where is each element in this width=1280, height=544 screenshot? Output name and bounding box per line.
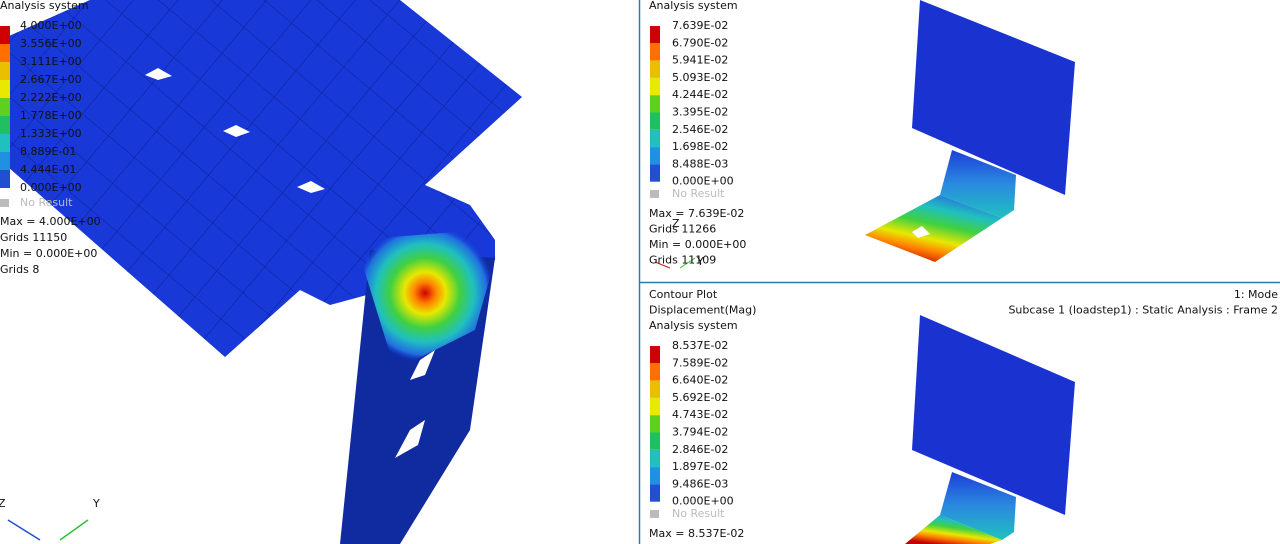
- legend-label: 7.589E-02: [672, 356, 728, 369]
- legend-label: 1.778E+00: [20, 109, 82, 122]
- legend-swatch: [650, 164, 660, 182]
- no-result-swatch: [0, 199, 9, 207]
- legend-label: 2.222E+00: [20, 91, 82, 104]
- stat-line: Max = 8.537E-02: [649, 527, 744, 540]
- stat-line: Grids 11150: [0, 231, 67, 244]
- legend-label: 4.743E-02: [672, 408, 728, 421]
- legend-swatch: [0, 98, 10, 116]
- legend-label: 0.000E+00: [672, 495, 734, 508]
- legend-label: 3.794E-02: [672, 426, 728, 439]
- legend-label: 3.111E+00: [20, 55, 82, 68]
- legend-label: 7.639E-02: [672, 19, 728, 32]
- legend-swatch: [650, 147, 660, 165]
- header-line: Analysis system: [649, 319, 738, 332]
- stat-line: Grids 8: [0, 263, 39, 276]
- legend-label: 1.698E-02: [672, 140, 728, 153]
- legend-swatch: [0, 116, 10, 134]
- legend-label: 2.846E-02: [672, 443, 728, 456]
- model-top-right: [654, 0, 1075, 269]
- legend-swatch: [650, 380, 660, 398]
- no-result-label: No Result: [672, 507, 725, 520]
- model-bottom-right: [905, 315, 1075, 544]
- legend-swatch: [650, 363, 660, 381]
- legend-label: 4.244E-02: [672, 88, 728, 101]
- info-line: 1: Mode: [1234, 288, 1278, 301]
- legend-label: 9.486E-03: [672, 477, 728, 490]
- info-line: Subcase 1 (loadstep1) : Static Analysis …: [1008, 304, 1278, 317]
- legend-label: 4.444E-01: [20, 163, 76, 176]
- triad-label: Z: [0, 497, 6, 510]
- legend-swatch: [650, 26, 660, 44]
- legend-swatch: [650, 60, 660, 78]
- header-line: Contour Plot: [649, 288, 718, 301]
- no-result-swatch: [650, 190, 659, 198]
- legend-label: 8.889E-01: [20, 145, 76, 158]
- legend-swatch: [650, 467, 660, 485]
- triad-label: Z: [672, 217, 680, 230]
- legend-label: 2.667E+00: [20, 73, 82, 86]
- legend-label: 3.556E+00: [20, 37, 82, 50]
- model-left: [0, 0, 522, 544]
- legend-swatch: [0, 26, 10, 44]
- stat-line: Min = 0.000E+00: [0, 247, 97, 260]
- legend-swatch: [650, 415, 660, 433]
- stat-line: Min = 0.000E+00: [649, 238, 746, 251]
- legend-swatch: [650, 43, 660, 61]
- triad-label: Y: [696, 255, 704, 268]
- legend-swatch: [0, 44, 10, 62]
- header-line: Analysis system: [0, 0, 89, 12]
- legend-label: 5.692E-02: [672, 391, 728, 404]
- legend-swatch: [650, 346, 660, 364]
- legend-swatch: [0, 170, 10, 188]
- legend-label: 8.488E-03: [672, 157, 728, 170]
- legend-swatch: [0, 62, 10, 80]
- legend-swatch: [650, 95, 660, 113]
- legend-label: 5.941E-02: [672, 54, 728, 67]
- legend-label: 5.093E-02: [672, 71, 728, 84]
- legend-label: 0.000E+00: [20, 181, 82, 194]
- legend-swatch: [650, 77, 660, 96]
- triad-label: Y: [92, 497, 100, 510]
- no-result-swatch: [650, 510, 659, 518]
- legend-label: 3.395E-02: [672, 106, 728, 119]
- legend-swatch: [0, 134, 10, 152]
- legend-label: 6.790E-02: [672, 36, 728, 49]
- legend-swatch: [650, 129, 660, 148]
- header-line: Displacement(Mag): [649, 304, 756, 317]
- stat-line: Grids 11266: [649, 223, 716, 236]
- legend-label: 4.000E+00: [20, 19, 82, 32]
- legend-label: 1.333E+00: [20, 127, 82, 140]
- header-line: Analysis system: [649, 0, 738, 12]
- legend-swatch: [650, 432, 660, 450]
- legend-label: 8.537E-02: [672, 339, 728, 352]
- legend-label: 2.546E-02: [672, 123, 728, 136]
- no-result-label: No Result: [20, 196, 73, 209]
- legend-label: 1.897E-02: [672, 460, 728, 473]
- legend-swatch: [650, 397, 660, 416]
- stat-line: Max = 7.639E-02: [649, 207, 744, 220]
- legend-swatch: [650, 112, 660, 130]
- legend-swatch: [650, 484, 660, 502]
- legend-label: 6.640E-02: [672, 374, 728, 387]
- legend-label: 0.000E+00: [672, 175, 734, 188]
- legend-swatch: [650, 449, 660, 468]
- stat-line: Max = 4.000E+00: [0, 215, 101, 228]
- legend-swatch: [0, 152, 10, 170]
- legend-swatch: [0, 80, 10, 98]
- stat-line: Grids 11109: [649, 254, 716, 267]
- no-result-label: No Result: [672, 187, 725, 200]
